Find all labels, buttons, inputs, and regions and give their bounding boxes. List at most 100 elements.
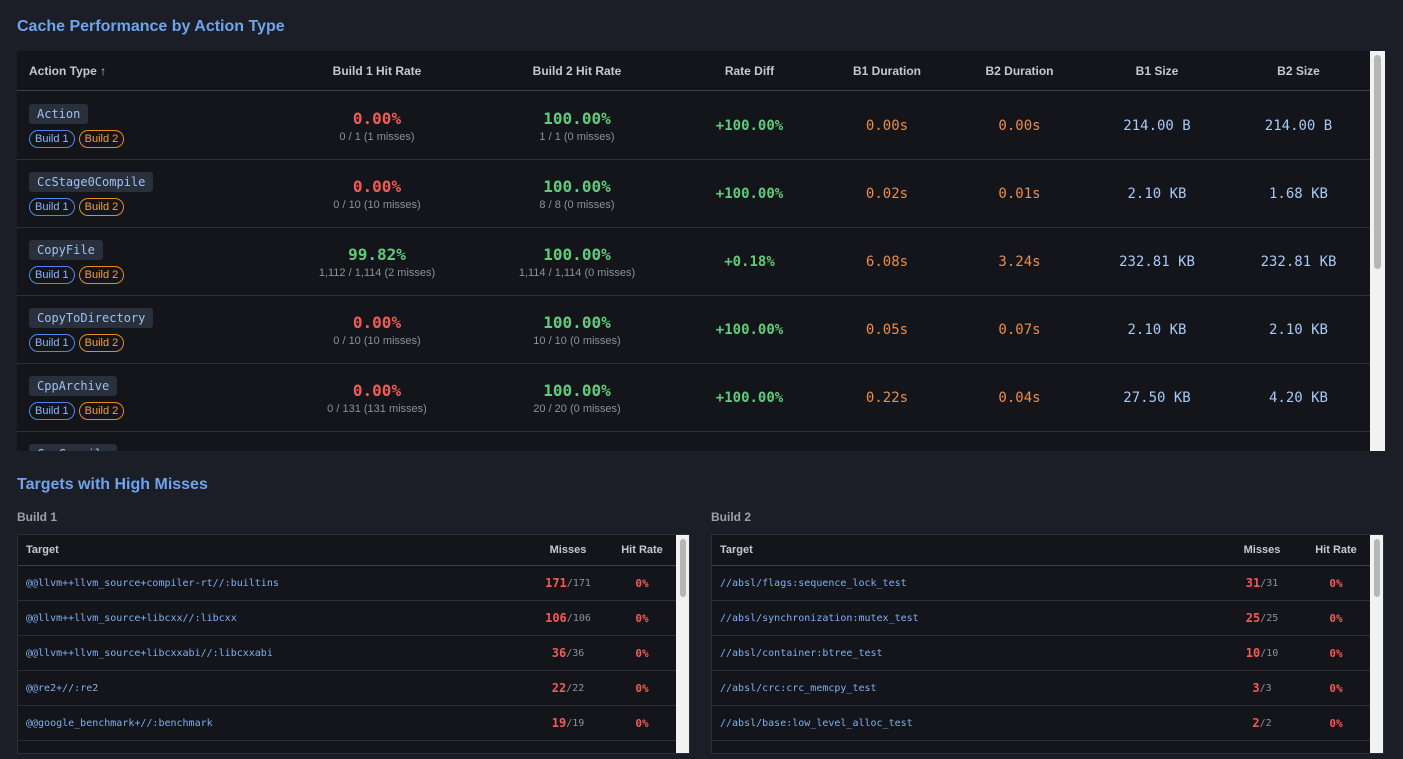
b1-duration-cell: 0.00s — [822, 92, 952, 159]
b2-size-cell: 232.81 KB — [1227, 228, 1370, 295]
col-b1-size[interactable]: B1 Size — [1135, 63, 1179, 78]
table-scrollbar[interactable] — [1370, 51, 1385, 451]
cache-performance-table: Action Type ↑ Build 1 Hit Rate Build 2 H… — [17, 51, 1385, 451]
build2-misses-table: Target Misses Hit Rate //absl/flags:sequ… — [711, 534, 1384, 754]
build1-hit-rate: 0.00% — [352, 380, 402, 400]
col-b1-duration[interactable]: B1 Duration — [852, 63, 921, 78]
table-row[interactable]: CppCompile — [17, 432, 1370, 451]
table-row[interactable]: //absl/flags:sequence_lock_test 31/31 0% — [712, 566, 1370, 601]
action-type-cell: Action Build 1 Build 2 — [17, 92, 277, 159]
action-type-chip[interactable]: CppArchive — [29, 375, 118, 396]
table-row[interactable]: //absl/crc:crc_memcpy_test 3/3 0% — [712, 671, 1370, 706]
action-type-chip[interactable]: Action — [29, 103, 89, 124]
table-row[interactable]: CopyFile Build 1 Build 2 99.82% 1,112 / 1,11… — [17, 228, 1370, 296]
b2-size-cell: 2.10 KB — [1227, 296, 1370, 363]
hit-rate: 0% — [635, 611, 649, 625]
target-link[interactable]: //absl/flags:sequence_lock_test — [720, 577, 907, 589]
table-row[interactable]: @@llvm++llvm_source+compiler-rt//:builti… — [18, 566, 676, 601]
b1-duration-cell: 0.05s — [822, 296, 952, 363]
col-misses[interactable]: Misses — [549, 544, 587, 556]
action-type-cell: CppArchive Build 1 Build 2 — [17, 364, 277, 431]
col-action-type[interactable]: Action Type ↑ — [29, 63, 107, 78]
hit-rate-cell: 0% — [1302, 671, 1370, 705]
target-link[interactable]: //absl/container:btree_test — [720, 647, 883, 659]
table-row[interactable]: @@llvm++llvm_source+libcxx//:libcxx 106/1… — [18, 601, 676, 636]
hit-rate-cell: 0% — [608, 671, 676, 705]
table-scrollbar[interactable] — [676, 535, 689, 753]
build1-badge: Build 1 — [29, 333, 75, 352]
b2-duration-cell: 0.01s — [952, 160, 1087, 227]
scrollbar-thumb[interactable] — [680, 539, 686, 597]
b2-duration: 3.24s — [998, 253, 1041, 270]
miss-total: /25 — [1260, 612, 1279, 624]
hit-rate: 0% — [1329, 646, 1343, 660]
hit-rate: 0% — [635, 576, 649, 590]
build2-badge: Build 2 — [78, 197, 125, 216]
col-rate-diff[interactable]: Rate Diff — [724, 63, 775, 78]
scrollbar-thumb[interactable] — [1374, 55, 1381, 269]
action-type-chip[interactable]: CopyToDirectory — [29, 307, 154, 328]
action-type-chip[interactable]: CcStage0Compile — [29, 171, 154, 192]
build1-badge: Build 1 — [29, 265, 75, 284]
table-row[interactable]: Action Build 1 Build 2 0.00% 0 / 1 (1 misses… — [17, 92, 1370, 160]
target-link[interactable]: //absl/base:low_level_alloc_test — [720, 717, 913, 729]
col-build2-hit-rate[interactable]: Build 2 Hit Rate — [532, 63, 622, 78]
build-badges: Build 1 Build 2 — [29, 265, 125, 284]
target-link[interactable]: @@re2+//:re2 — [26, 682, 99, 694]
rate-diff-cell: +100.00% — [677, 296, 822, 363]
target-link[interactable]: @@llvm++llvm_source+compiler-rt//:builti… — [26, 577, 279, 589]
hit-rate-cell: 0% — [1302, 601, 1370, 635]
rate-diff: +0.18% — [724, 253, 775, 270]
b1-size-cell: 2.10 KB — [1087, 160, 1227, 227]
table-row[interactable]: @@re2+//:re2 22/22 0% — [18, 671, 676, 706]
miss-total: /171 — [566, 577, 591, 589]
b1-duration: 0.00s — [865, 117, 909, 134]
col-b2-size[interactable]: B2 Size — [1277, 63, 1320, 78]
target-link[interactable]: @@google_benchmark+//:benchmark — [26, 717, 213, 729]
misses-cell: 3/3 — [1222, 671, 1302, 705]
b2-duration-cell: 0.00s — [952, 92, 1087, 159]
b2-duration-cell: 0.07s — [952, 296, 1087, 363]
table-row[interactable]: @@google_benchmark+//:benchmark 19/19 0% — [18, 706, 676, 741]
table-row[interactable]: //absl/synchronization:mutex_test 25/25 0% — [712, 601, 1370, 636]
col-build1-hit-rate[interactable]: Build 1 Hit Rate — [332, 63, 422, 78]
target-link[interactable]: @@llvm++llvm_source+libcxxabi//:libcxxab… — [26, 647, 273, 659]
col-hit-rate[interactable]: Hit Rate — [1315, 544, 1357, 556]
scrollbar-thumb[interactable] — [1374, 539, 1380, 597]
build2-hit-rate: 100.00% — [543, 176, 611, 196]
miss-count: 10 — [1245, 646, 1261, 660]
hit-rate: 0% — [1329, 716, 1343, 730]
action-type-chip[interactable]: CppCompile — [29, 444, 118, 451]
table-row[interactable]: CcStage0Compile Build 1 Build 2 0.00% 0 / 10… — [17, 160, 1370, 228]
miss-count: 36 — [551, 646, 567, 660]
table-header: Action Type ↑ Build 1 Hit Rate Build 2 H… — [17, 51, 1370, 91]
action-type-cell: CopyFile Build 1 Build 2 — [17, 228, 277, 295]
col-hit-rate[interactable]: Hit Rate — [621, 544, 663, 556]
table-row[interactable]: CopyToDirectory Build 1 Build 2 0.00% 0 / 10… — [17, 296, 1370, 364]
build1-hit-detail: 1,112 / 1,114 (2 misses) — [318, 266, 436, 279]
table-row[interactable]: //absl/base:low_level_alloc_test 2/2 0% — [712, 706, 1370, 741]
table-row[interactable]: @@llvm++llvm_source+libcxxabi//:libcxxab… — [18, 636, 676, 671]
hit-rate: 0% — [635, 681, 649, 695]
col-target[interactable]: Target — [26, 544, 59, 556]
target-link[interactable]: //absl/crc:crc_memcpy_test — [720, 682, 877, 694]
col-misses[interactable]: Misses — [1243, 544, 1281, 556]
build2-hit-rate: 100.00% — [543, 108, 611, 128]
target-link[interactable]: //absl/synchronization:mutex_test — [720, 612, 919, 624]
hit-rate-cell: 0% — [608, 636, 676, 670]
hit-rate: 0% — [1329, 576, 1343, 590]
table-row[interactable]: //absl/container:btree_test 10/10 0% — [712, 636, 1370, 671]
b2-size: 4.20 KB — [1268, 389, 1328, 406]
col-target[interactable]: Target — [720, 544, 753, 556]
action-type-chip[interactable]: CopyFile — [29, 239, 103, 260]
col-b2-duration[interactable]: B2 Duration — [985, 63, 1054, 78]
miss-total: /10 — [1260, 647, 1279, 659]
table-scrollbar[interactable] — [1370, 535, 1383, 753]
table-body: Action Build 1 Build 2 0.00% 0 / 1 (1 misses… — [17, 92, 1370, 451]
table-row[interactable]: CppArchive Build 1 Build 2 0.00% 0 / 131 (13… — [17, 364, 1370, 432]
target-link[interactable]: @@llvm++llvm_source+libcxx//:libcxx — [26, 612, 237, 624]
miss-total: /106 — [566, 612, 591, 624]
build1-misses-table: Target Misses Hit Rate @@llvm++llvm_sour… — [17, 534, 690, 754]
b1-size: 2.10 KB — [1127, 185, 1187, 202]
b2-size-cell: 1.68 KB — [1227, 160, 1370, 227]
